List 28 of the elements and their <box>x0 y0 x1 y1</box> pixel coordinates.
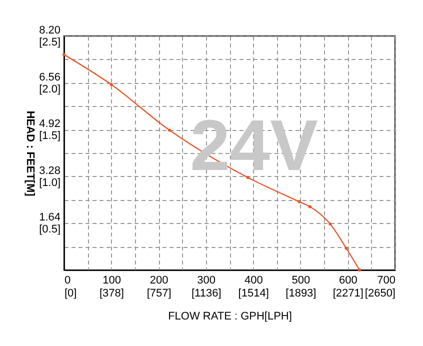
x2-tick-label: [1893] <box>286 288 316 300</box>
x2-tick-label: [1514] <box>238 288 269 300</box>
y2-tick-label: [1.5] <box>39 130 60 142</box>
y2-tick-label: [2.0] <box>39 83 60 96</box>
x-tick-label: 300 <box>197 274 216 286</box>
x-tick-label: 100 <box>102 274 121 286</box>
y-axis-title: HEAD : FEET[M] <box>24 110 36 197</box>
y2-tick-label: [0.5] <box>39 224 60 236</box>
x-axis-title: FLOW RATE : GPH[LPH] <box>168 310 292 322</box>
x2-tick-label: [0] <box>64 288 77 300</box>
y-tick-label: 6.56 <box>39 71 60 84</box>
y2-tick-label: [1.0] <box>39 176 60 189</box>
x-tick-label: 0 <box>64 274 71 286</box>
y-tick-label: 3.28 <box>39 164 60 177</box>
y-tick-label: 4.92 <box>39 118 60 130</box>
y-tick-label: 1.64 <box>39 212 60 224</box>
x-tick-label: 600 <box>339 274 358 286</box>
y-tick-label: 8.20 <box>39 24 60 36</box>
y2-tick-label: [2.5] <box>39 36 60 48</box>
x2-tick-label: [757] <box>146 288 172 300</box>
x-tick-label: 500 <box>292 274 310 286</box>
x2-tick-label: [2650] <box>364 288 396 300</box>
x2-tick-label: [1136] <box>192 288 222 300</box>
x2-tick-label: [378] <box>99 288 124 300</box>
x2-tick-label: [2271] <box>332 288 364 300</box>
x-tick-label: 400 <box>244 274 263 286</box>
x-tick-label: 200 <box>150 274 168 286</box>
x-tick-label: 700 <box>377 274 396 286</box>
